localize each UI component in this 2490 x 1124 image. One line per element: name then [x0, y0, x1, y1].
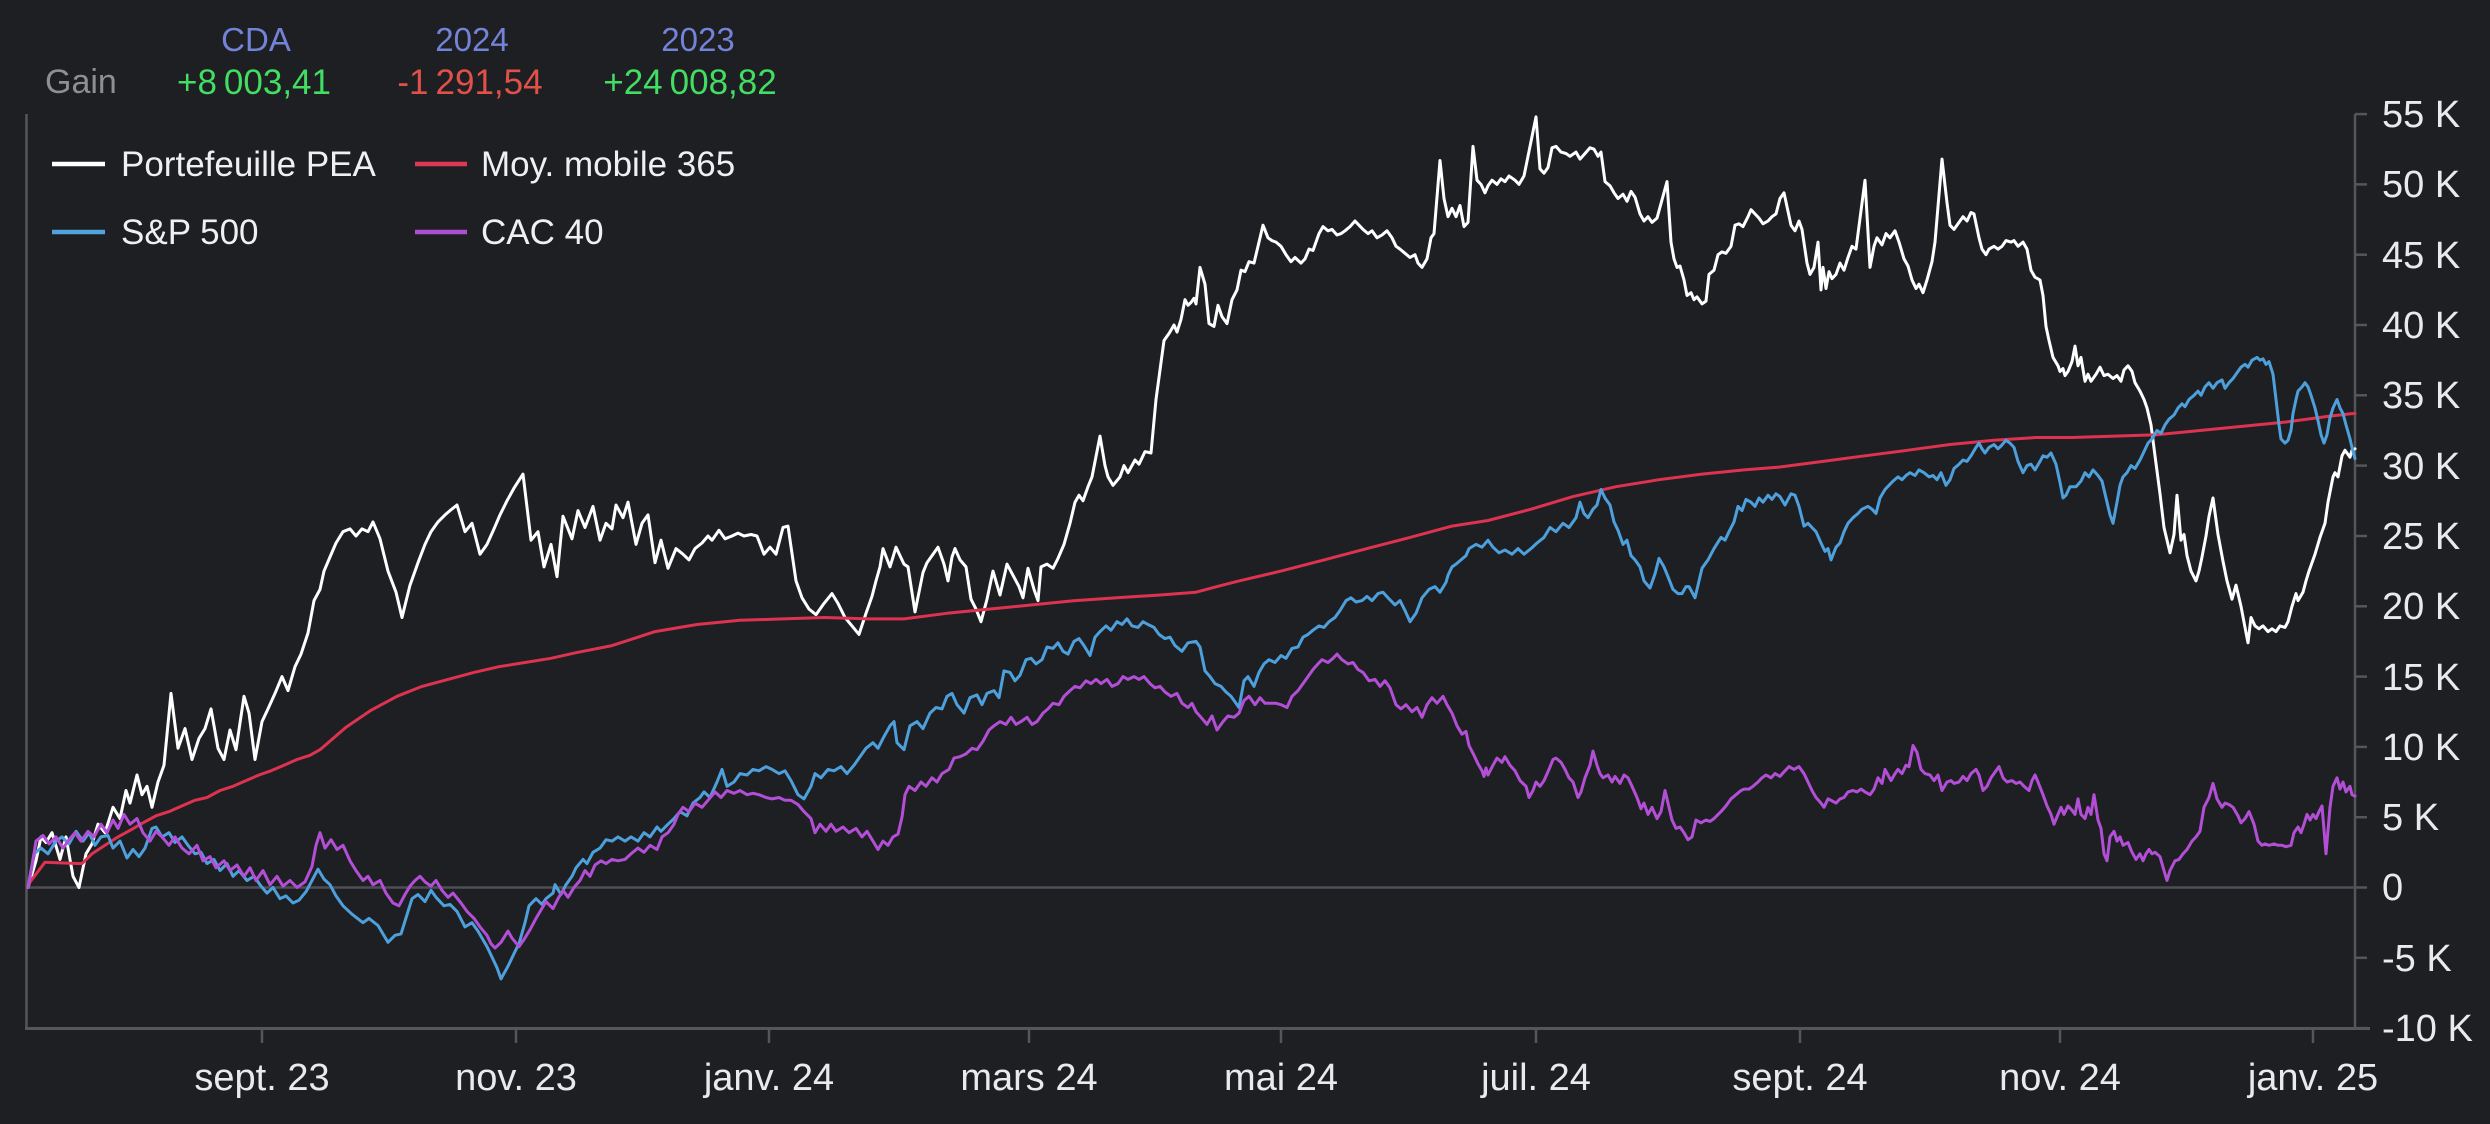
svg-text:15 K: 15 K [2382, 657, 2460, 699]
svg-text:S&P 500: S&P 500 [121, 213, 259, 252]
svg-text:-10 K: -10 K [2382, 1008, 2473, 1050]
svg-text:mai 24: mai 24 [1224, 1057, 1338, 1099]
svg-text:nov. 24: nov. 24 [1999, 1057, 2121, 1099]
svg-text:janv. 24: janv. 24 [703, 1057, 834, 1099]
svg-text:30 K: 30 K [2382, 446, 2460, 488]
svg-text:juil. 24: juil. 24 [1480, 1057, 1591, 1099]
svg-text:mars 24: mars 24 [960, 1057, 1097, 1099]
svg-text:Moy. mobile 365: Moy. mobile 365 [481, 145, 735, 184]
svg-text:nov. 23: nov. 23 [455, 1057, 577, 1099]
svg-text:5 K: 5 K [2382, 797, 2439, 839]
svg-text:sept. 24: sept. 24 [1732, 1057, 1867, 1099]
svg-text:20 K: 20 K [2382, 586, 2460, 628]
svg-text:sept. 23: sept. 23 [194, 1057, 329, 1099]
svg-text:Portefeuille PEA: Portefeuille PEA [121, 145, 377, 184]
svg-text:10 K: 10 K [2382, 727, 2460, 769]
svg-text:+8 003,41: +8 003,41 [177, 63, 331, 102]
svg-text:55 K: 55 K [2382, 94, 2460, 136]
svg-text:janv. 25: janv. 25 [2247, 1057, 2378, 1099]
svg-text:Gain: Gain [45, 63, 117, 101]
svg-text:40 K: 40 K [2382, 305, 2460, 347]
svg-text:+24 008,82: +24 008,82 [603, 63, 776, 102]
svg-text:2024: 2024 [435, 21, 508, 58]
svg-text:45 K: 45 K [2382, 235, 2460, 277]
svg-text:-1 291,54: -1 291,54 [397, 63, 542, 102]
svg-text:0: 0 [2382, 867, 2403, 909]
svg-text:CDA: CDA [221, 21, 291, 58]
svg-text:25 K: 25 K [2382, 516, 2460, 558]
svg-text:-5 K: -5 K [2382, 938, 2452, 980]
svg-text:2023: 2023 [661, 21, 734, 58]
svg-text:35 K: 35 K [2382, 375, 2460, 417]
svg-text:50 K: 50 K [2382, 164, 2460, 206]
svg-text:CAC 40: CAC 40 [481, 213, 604, 252]
